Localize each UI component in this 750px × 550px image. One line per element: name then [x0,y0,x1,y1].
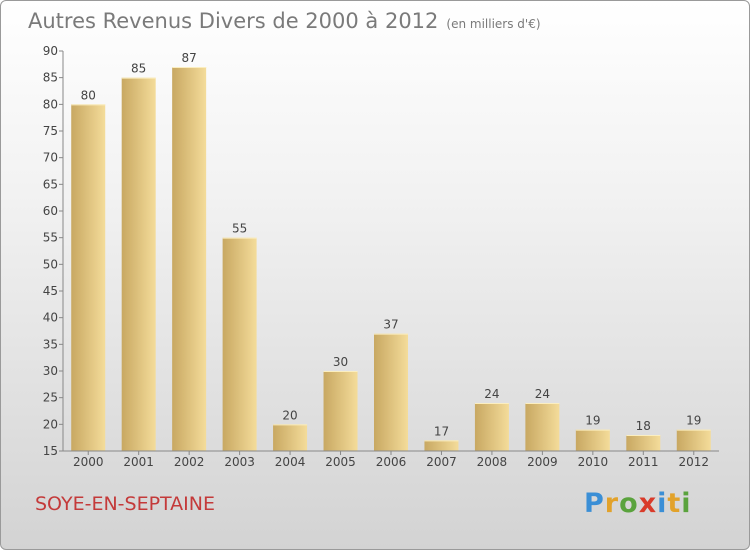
bar [676,429,711,451]
y-tick-label: 35 [43,337,58,351]
bar [374,333,408,451]
y-tick-label: 25 [43,391,58,405]
x-tick-label: 2009 [527,455,558,469]
brand-logo: Proxiti [584,488,692,519]
bar [121,77,156,452]
bar [424,440,459,451]
y-tick-label: 75 [43,124,58,138]
bar-value-label: 17 [434,424,449,438]
brand-letter: i [657,488,668,519]
bar [626,435,661,451]
bar-value-label: 80 [81,88,96,102]
y-tick-label: 80 [43,97,58,111]
x-tick-label: 2010 [578,455,609,469]
x-tick-label: 2005 [325,455,356,469]
bar-value-label: 55 [232,222,247,236]
y-tick-label: 45 [43,284,58,298]
y-tick-label: 85 [43,71,58,85]
y-tick-label: 20 [43,417,58,431]
y-tick-label: 55 [43,231,58,245]
x-tick-label: 2008 [477,455,508,469]
bar [575,429,610,451]
y-tick-label: 90 [43,44,58,58]
chart-title: Autres Revenus Divers de 2000 à 2012 (en … [28,9,541,33]
y-tick-label: 40 [43,311,58,325]
brand-letter: o [619,488,639,519]
y-axis: 15 20 25 30 35 40 45 50 55 60 65 70 75 80 85 90 [43,44,64,458]
bar-value-label: 87 [182,51,197,65]
bar [222,237,257,451]
commune-name: SOYE-EN-SEPTAINE [35,493,215,515]
y-tick-label: 15 [43,444,58,458]
x-tick-label: 2003 [224,455,255,469]
x-tick-label: 2006 [376,455,407,469]
y-tick-label: 70 [43,151,58,165]
bar-value-label: 20 [282,408,297,422]
bar [71,104,106,451]
y-tick-label: 60 [43,204,58,218]
bar [273,424,308,451]
brand-letter: P [584,488,605,519]
x-tick-label: 2001 [123,455,154,469]
bar-value-label: 24 [484,387,499,401]
bar-value-label: 30 [333,355,348,369]
x-tick-label: 2004 [275,455,306,469]
y-tick-label: 65 [43,177,58,191]
x-tick-label: 2007 [426,455,457,469]
bar-value-label: 19 [686,414,701,428]
x-axis: 2000 2001 2002 2003 2004 2005 2006 2007 2008 2009… [63,450,719,469]
bars-group: 80 85 87 55 20 30 37 17 24 24 19 18 19 [71,51,711,452]
title-text: Autres Revenus Divers de 2000 à 2012 [28,9,439,33]
brand-letter: x [638,488,658,519]
bar-value-label: 37 [383,318,398,332]
brand-letter: i [681,488,692,519]
x-tick-label: 2002 [174,455,205,469]
bar-value-label: 19 [585,414,600,428]
unit-label: (en milliers d'€) [446,17,541,31]
y-tick-label: 30 [43,364,58,378]
bar-value-label: 85 [131,62,146,76]
brand-letter: t [667,488,682,519]
bar [323,371,358,451]
bar-value-label: 24 [535,387,550,401]
brand-letter: r [604,488,620,519]
bar [172,67,207,451]
y-tick-label: 50 [43,257,58,271]
x-tick-label: 2012 [678,455,709,469]
x-tick-label: 2000 [73,455,104,469]
x-tick-label: 2011 [628,455,659,469]
bar [525,403,560,451]
bar [474,403,509,451]
bar-value-label: 18 [636,419,651,433]
